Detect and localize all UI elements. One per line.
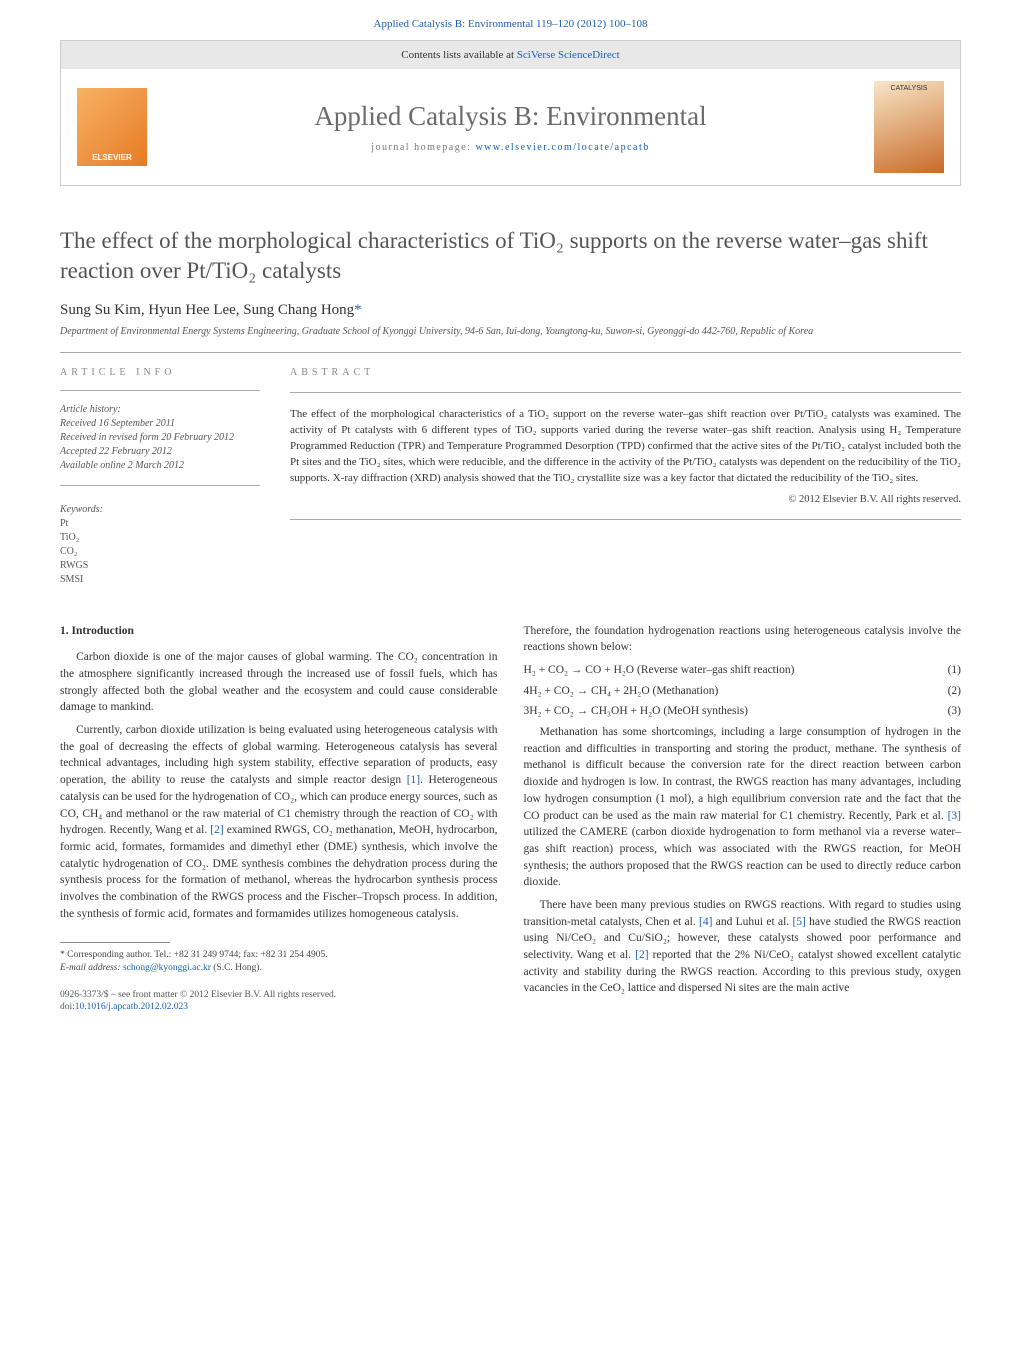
abstract-text: The effect of the morphological characte… — [290, 407, 961, 487]
equation: 4H₂ + CO₂ → CH₄ + 2H₂O (Methanation)(2) — [524, 683, 962, 700]
journal-cover-thumb: CATALYSIS — [874, 81, 944, 173]
journal-homepage: journal homepage: www.elsevier.com/locat… — [147, 142, 874, 153]
paragraph: Currently, carbon dioxide utilization is… — [60, 722, 498, 922]
footnote-rule — [60, 942, 170, 943]
journal-title: Applied Catalysis B: Environmental — [147, 101, 874, 132]
banner-top: Contents lists available at SciVerse Sci… — [61, 41, 960, 69]
citation-link[interactable]: Applied Catalysis B: Environmental 119–1… — [374, 18, 648, 30]
citation-link[interactable]: [5] — [792, 916, 805, 928]
running-head: Applied Catalysis B: Environmental 119–1… — [0, 0, 1021, 40]
abstract: ABSTRACT The effect of the morphological… — [290, 367, 961, 587]
info-head: ARTICLE INFO — [60, 367, 260, 378]
rule — [60, 352, 961, 353]
info-abstract-row: ARTICLE INFO Article history: Received 1… — [60, 367, 961, 587]
citation-link[interactable]: [2] — [210, 824, 223, 836]
email-link[interactable]: schong@kyonggi.ac.kr — [123, 963, 211, 973]
article-info: ARTICLE INFO Article history: Received 1… — [60, 367, 260, 587]
paragraph: Methanation has some shortcomings, inclu… — [524, 724, 962, 891]
keywords: Pt TiO₂ CO₂ RWGS SMSI — [60, 517, 260, 587]
doi-link[interactable]: 10.1016/j.apcatb.2012.02.023 — [75, 1002, 188, 1012]
article-history: Article history: Received 16 September 2… — [60, 403, 260, 473]
rule — [60, 485, 260, 486]
corresponding-footnote: * Corresponding author. Tel.: +82 31 249… — [60, 949, 498, 975]
authors: Sung Su Kim, Hyun Hee Lee, Sung Chang Ho… — [60, 302, 961, 319]
citation-link[interactable]: [2] — [635, 949, 648, 961]
banner-main: ELSEVIER Applied Catalysis B: Environmen… — [61, 69, 960, 185]
sciencedirect-link[interactable]: SciVerse ScienceDirect — [517, 49, 620, 61]
contents-label: Contents lists available at — [401, 49, 514, 61]
doi-block: 0926-3373/$ – see front matter © 2012 El… — [60, 989, 498, 1014]
equation: 3H₂ + CO₂ → CH₃OH + H₂O (MeOH synthesis)… — [524, 703, 962, 720]
body-columns: 1. Introduction Carbon dioxide is one of… — [60, 623, 961, 1014]
affiliation: Department of Environmental Energy Syste… — [60, 325, 961, 338]
journal-homepage-link[interactable]: www.elsevier.com/locate/apcatb — [475, 142, 649, 153]
rule — [290, 519, 961, 520]
abstract-copyright: © 2012 Elsevier B.V. All rights reserved… — [290, 494, 961, 505]
paragraph: Carbon dioxide is one of the major cause… — [60, 649, 498, 716]
rule — [290, 392, 961, 393]
paragraph: There have been many previous studies on… — [524, 897, 962, 997]
citation-link[interactable]: [4] — [699, 916, 712, 928]
column-right: Therefore, the foundation hydrogenation … — [524, 623, 962, 1014]
article-title: The effect of the morphological characte… — [60, 226, 961, 286]
paragraph: Therefore, the foundation hydrogenation … — [524, 623, 962, 656]
abstract-head: ABSTRACT — [290, 367, 961, 378]
rule — [60, 390, 260, 391]
section-heading: 1. Introduction — [60, 623, 498, 640]
keywords-label: Keywords: — [60, 504, 260, 515]
column-left: 1. Introduction Carbon dioxide is one of… — [60, 623, 498, 1014]
citation-link[interactable]: [3] — [948, 810, 961, 822]
equation: H₂ + CO₂ → CO + H₂O (Reverse water–gas s… — [524, 662, 962, 679]
journal-banner: Contents lists available at SciVerse Sci… — [60, 40, 961, 186]
article: The effect of the morphological characte… — [60, 226, 961, 1014]
corresponding-mark: * — [354, 302, 362, 318]
elsevier-logo: ELSEVIER — [77, 88, 147, 166]
citation-link[interactable]: [1] — [407, 774, 420, 786]
